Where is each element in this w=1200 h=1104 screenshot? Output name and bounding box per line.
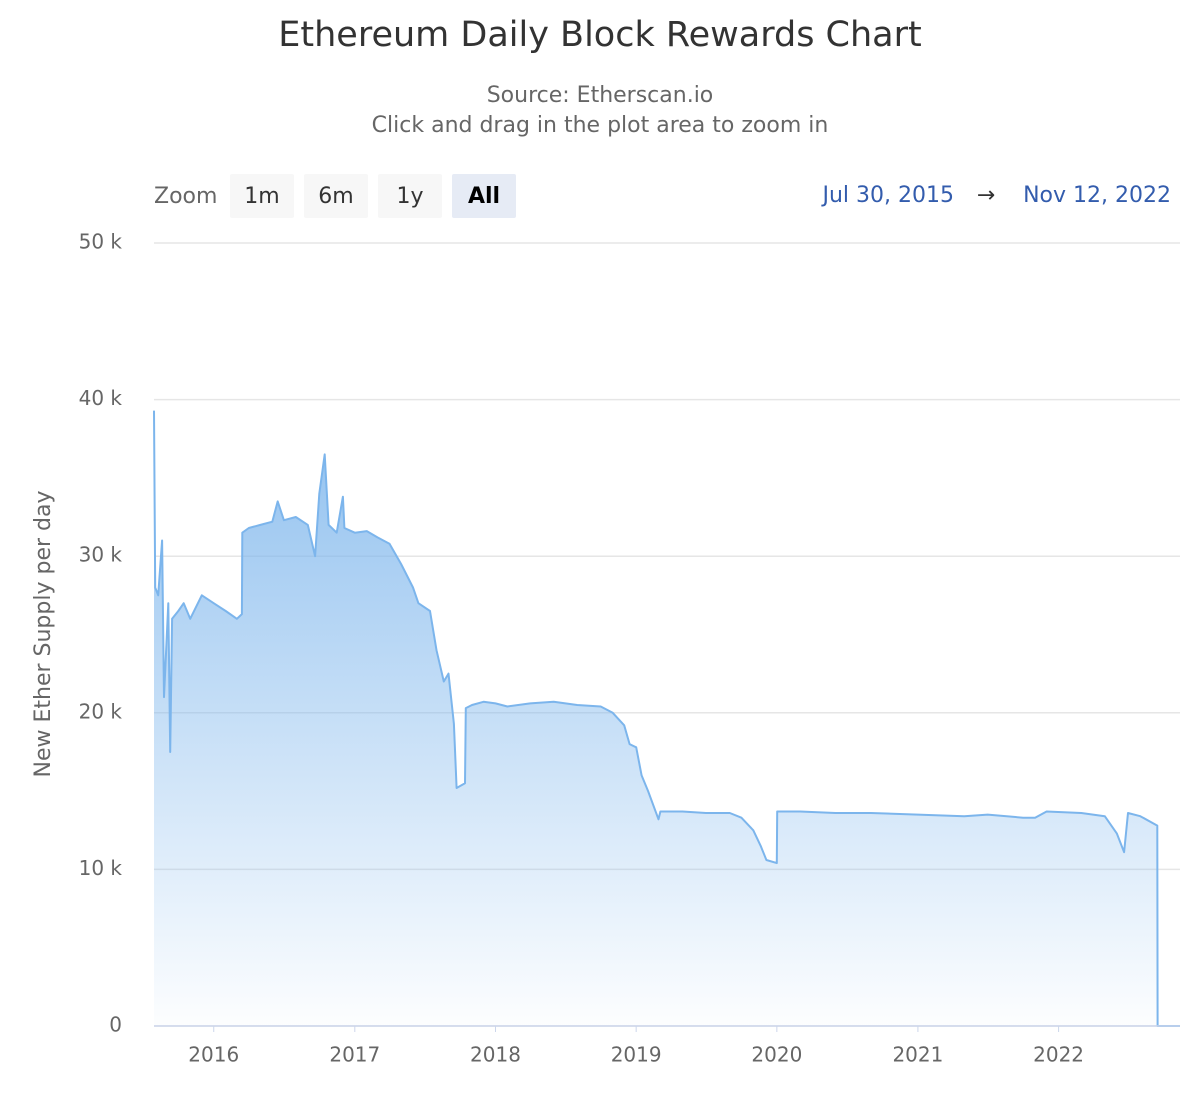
subtitle: Click and drag in the plot area to zoom … [372,113,829,138]
x-tick-label: 2019 [611,1043,662,1067]
zoom-button[interactable] [452,174,516,218]
zoom-button-label[interactable]: 1y [396,184,423,209]
range-from[interactable]: Jul 30, 2015 [820,183,954,208]
subtitle: Source: Etherscan.io [487,83,714,108]
y-axis-title: New Ether Supply per day [31,491,56,778]
x-tick-label: 2022 [1033,1043,1084,1067]
x-tick-label: 2020 [751,1043,802,1067]
x-tick-label: 2018 [470,1043,521,1067]
zoom-button-label[interactable]: All [468,184,500,209]
zoom-button-label[interactable]: 1m [244,184,279,209]
zoom-button-label[interactable]: 6m [318,184,353,209]
area-fill [154,410,1180,1027]
y-tick-label: 10 k [79,856,123,880]
y-tick-label: 20 k [79,699,123,723]
area-line [153,410,1180,1027]
y-tick-label: 40 k [79,386,123,410]
range-to[interactable]: Nov 12, 2022 [1023,183,1171,208]
y-tick-label: 0 [109,1013,122,1037]
zoom-button[interactable] [230,174,294,218]
y-tick-label: 50 k [79,230,123,254]
x-tick-label: 2021 [892,1043,943,1067]
zoom-button[interactable] [378,174,442,218]
x-tick-label: 2016 [188,1043,239,1067]
chart-title: Ethereum Daily Block Rewards Chart [278,15,921,55]
zoom-label: Zoom [154,184,217,209]
x-tick-label: 2017 [329,1043,380,1067]
y-tick-label: 30 k [79,543,123,567]
range-arrow: → [977,183,995,208]
zoom-button[interactable] [304,174,368,218]
